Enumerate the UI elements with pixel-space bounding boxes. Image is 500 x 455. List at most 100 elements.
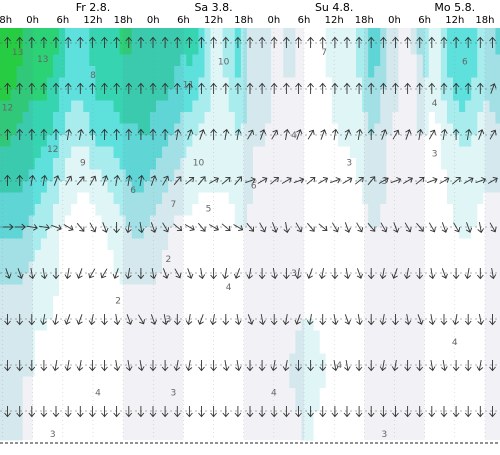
arrow-head: [407, 176, 413, 183]
speed-cell: [22, 192, 30, 205]
speed-cell: [422, 284, 430, 297]
speed-cell: [149, 307, 157, 320]
speed-cell: [246, 146, 254, 159]
speed-cell: [168, 112, 175, 125]
arrow-head: [101, 320, 108, 326]
speed-cell: [113, 296, 121, 309]
arrow-head: [28, 36, 36, 42]
arrow-head: [52, 82, 60, 88]
speed-cell: [216, 388, 224, 401]
speed-cell: [46, 296, 54, 309]
speed-cell: [440, 261, 448, 274]
speed-cell: [46, 376, 54, 389]
arrow-head: [355, 82, 363, 88]
speed-cell: [234, 376, 242, 389]
speed-cell: [143, 319, 151, 332]
speed-cell: [386, 169, 394, 182]
speed-cell: [428, 135, 436, 148]
speed-cell: [246, 250, 254, 263]
time-axis: Fr 2.8.Sa 3.8.Su 4.8.Mo 5.8.18h0h6h12h18…: [0, 0, 500, 28]
speed-cell: [440, 181, 448, 194]
speed-cell: [59, 112, 66, 125]
speed-cell: [156, 227, 163, 240]
hour-tick-label: 12h: [325, 15, 344, 26]
arrow-shaft: [367, 222, 375, 232]
arrow-head: [76, 82, 84, 88]
speed-cell: [440, 365, 448, 378]
speed-cell: [325, 284, 333, 297]
arrow-head: [162, 320, 169, 326]
speed-cell: [453, 261, 460, 274]
speed-cell: [228, 112, 236, 125]
speed-cell: [162, 112, 169, 125]
speed-cell: [295, 296, 303, 309]
speed-cell: [162, 273, 169, 286]
speed-cell: [265, 112, 272, 125]
speed-cell: [398, 123, 406, 136]
speed-cell: [483, 158, 491, 171]
speed-cell: [289, 307, 297, 320]
speed-cell: [428, 365, 436, 378]
wind-arrow: [137, 128, 145, 140]
speed-cell: [495, 54, 500, 67]
speed-cell: [465, 273, 472, 286]
speed-cell: [471, 100, 478, 113]
speed-cell: [246, 376, 254, 389]
speed-cell: [240, 100, 248, 113]
speed-cell: [89, 204, 97, 217]
speed-cell: [22, 123, 30, 136]
wind-arrow: [138, 314, 145, 325]
speed-cell: [240, 296, 248, 309]
speed-cell: [428, 158, 436, 171]
speed-cell: [495, 376, 500, 389]
speed-cell: [465, 181, 472, 194]
speed-cell: [101, 100, 109, 113]
speed-cell: [71, 123, 78, 136]
speed-cell: [422, 227, 430, 240]
speed-cell: [495, 43, 500, 56]
speed-cell: [483, 227, 491, 240]
speed-cell: [446, 238, 454, 251]
wind-arrow: [113, 174, 121, 187]
speed-cell: [252, 238, 260, 251]
speed-cell: [65, 112, 72, 125]
speed-cell: [143, 399, 151, 412]
speed-cell: [71, 227, 78, 240]
speed-cell: [404, 89, 412, 102]
speed-cell: [210, 204, 218, 217]
speed-cell: [325, 100, 333, 113]
speed-cell: [0, 135, 12, 148]
arrow-shaft: [321, 267, 325, 279]
speed-cell: [325, 181, 333, 194]
speed-cell: [252, 296, 260, 309]
speed-cell: [113, 353, 121, 366]
speed-cell: [495, 192, 500, 205]
speed-cell: [113, 43, 121, 56]
arrow-shaft: [345, 359, 349, 371]
speed-cell: [77, 307, 84, 320]
speed-cell: [428, 54, 436, 67]
speed-cell: [162, 227, 169, 240]
speed-cell: [295, 307, 303, 320]
speed-cell: [489, 181, 500, 194]
speed-cell: [216, 296, 224, 309]
speed-cell: [374, 100, 381, 113]
speed-cell: [477, 399, 484, 412]
speed-cell: [440, 43, 448, 56]
speed-cell: [46, 399, 54, 412]
speed-cell: [95, 204, 103, 217]
arrow-head: [428, 412, 436, 418]
speed-cell: [71, 100, 78, 113]
speed-cell: [83, 273, 90, 286]
speed-cell: [349, 123, 357, 136]
arrow-head: [213, 176, 219, 183]
speed-cell: [271, 227, 278, 240]
speed-cell: [271, 307, 278, 320]
arrow-head: [137, 412, 145, 418]
speed-cell: [222, 307, 230, 320]
speed-cell: [265, 215, 272, 228]
speed-cell: [459, 365, 466, 378]
speed-cell: [416, 100, 424, 113]
arrow-head: [295, 82, 302, 88]
speed-cell: [174, 181, 181, 194]
